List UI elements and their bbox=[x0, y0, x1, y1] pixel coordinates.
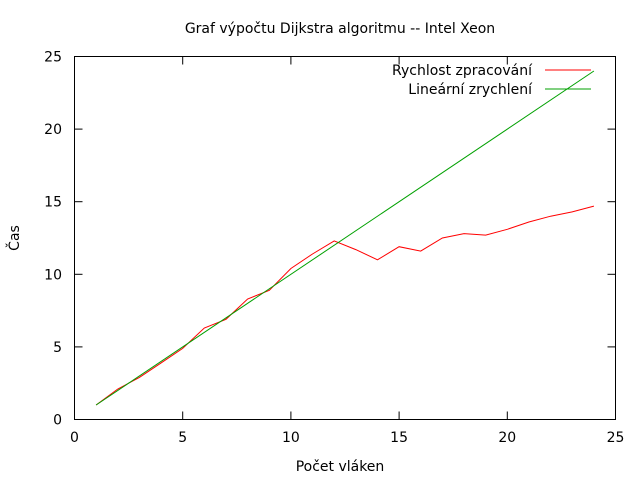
y-tick-label: 15 bbox=[44, 195, 62, 211]
legend-label-0: Rychlost zpracování bbox=[392, 63, 533, 79]
legend: Rychlost zpracování Lineární zrychlení bbox=[392, 63, 591, 98]
axis-ticks: 0 5 10 15 20 25 0 5 10 15 20 25 bbox=[44, 50, 624, 447]
y-tick-label: 20 bbox=[44, 122, 62, 138]
series-line-1 bbox=[95, 70, 595, 406]
x-tick-label: 10 bbox=[282, 430, 300, 446]
y-tick-label: 25 bbox=[44, 50, 62, 66]
x-tick-label: 5 bbox=[178, 430, 187, 446]
series-line-0 bbox=[95, 205, 595, 406]
plot-frame bbox=[74, 56, 616, 420]
x-tick-label: 15 bbox=[390, 430, 408, 446]
y-tick-label: 5 bbox=[53, 340, 62, 356]
y-axis-label: Čas bbox=[5, 225, 23, 251]
legend-label-1: Lineární zrychlení bbox=[408, 82, 533, 98]
x-tick-label: 0 bbox=[70, 430, 79, 446]
x-tick-label: 25 bbox=[607, 430, 625, 446]
y-tick-label: 10 bbox=[44, 267, 62, 283]
x-axis-label: Počet vláken bbox=[296, 459, 385, 475]
series-lines bbox=[95, 70, 595, 406]
chart-title: Graf výpočtu Dijkstra algoritmu -- Intel… bbox=[185, 21, 495, 37]
y-tick-label: 0 bbox=[53, 413, 62, 429]
x-tick-label: 20 bbox=[498, 430, 516, 446]
